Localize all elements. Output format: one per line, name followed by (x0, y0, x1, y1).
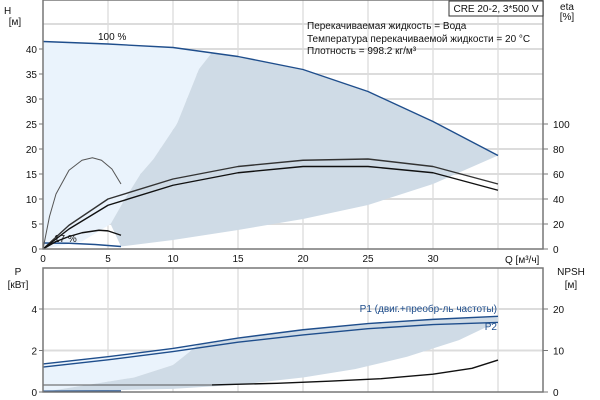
info-density: Плотность = 998.2 кг/м³ (307, 46, 417, 57)
info-temperature: Температура перекачиваемой жидкости = 20… (307, 34, 530, 45)
y2-tick-label: 40 (553, 195, 565, 206)
series-p2 (42, 321, 499, 368)
y2-tick-label: 10 (553, 347, 565, 358)
series-h-100- (42, 40, 499, 157)
series-eta-17-thin- (42, 157, 122, 250)
power-npsh-plot: 0 2 4 0 10 20 (31, 267, 565, 399)
label-100-percent: 100 % (98, 32, 126, 43)
npsh-axis-unit: [м] (565, 280, 578, 291)
p-range-dark (43, 316, 498, 392)
chart-labels: H [м] eta [%] Q [м³/ч] P [кВт] NPSH [м] … (4, 0, 585, 333)
series-eta-17- (42, 229, 122, 250)
y2-tick-label: 20 (553, 305, 565, 316)
npsh-axis-label: NPSH (557, 267, 585, 278)
x-tick-label: 15 (232, 254, 244, 265)
y-tick-label: 0 (31, 245, 37, 256)
series-eta-100-pump- (42, 158, 499, 250)
y2-tick-label: 60 (553, 170, 565, 181)
x-tick-label: 0 (40, 254, 46, 265)
range-light (43, 41, 212, 249)
series-p1- (42, 315, 499, 365)
series-npsh (211, 359, 499, 386)
y-tick-label: 0 (31, 388, 37, 399)
x-tick-label: 30 (427, 254, 439, 265)
series-eta-100-total- (42, 165, 499, 250)
y2-tick-label: 0 (553, 388, 559, 399)
y2-tick-label: 0 (553, 245, 559, 256)
y2-tick-label: 20 (553, 220, 565, 231)
q-axis-label: Q [м³/ч] (505, 255, 540, 266)
p-axis-label: P (15, 267, 22, 278)
p-range-light (43, 344, 199, 392)
plot-frame (42, 267, 544, 393)
x-tick-label: 20 (297, 254, 309, 265)
eta-axis-unit: [%] (560, 12, 575, 23)
y-tick-label: 15 (26, 170, 38, 181)
y2-tick-label: 100 (553, 120, 570, 131)
y-tick-label: 30 (26, 95, 38, 106)
p1-label: P1 (двиг.+преобр-ль частоты) (360, 303, 497, 315)
y-tick-label: 2 (31, 347, 37, 358)
x-tick-label: 5 (105, 254, 111, 265)
label-17-percent: 17 % (54, 234, 77, 245)
p2-label: P2 (485, 322, 498, 333)
info-fluid: Перекачиваемая жидкость = Вода (307, 21, 467, 32)
y-tick-label: 4 (31, 305, 37, 316)
y-tick-label: 20 (26, 145, 38, 156)
x-tick-label: 10 (167, 254, 179, 265)
title-box (448, 0, 544, 17)
h-axis-label: H (4, 6, 11, 17)
y-tick-label: 10 (26, 195, 38, 206)
y-tick-label: 40 (26, 45, 38, 56)
x-tick-label: 25 (362, 254, 374, 265)
range-dark (110, 52, 498, 247)
y-tick-label: 35 (26, 70, 38, 81)
p-axis-unit: [кВт] (8, 280, 29, 291)
head-efficiency-plot: 0 5 10 15 20 25 30 35 40 0 20 40 60 80 100 0 5 10 15 20 25 30 (26, 0, 570, 265)
chart-title: CRE 20-2, 3*500 V (453, 4, 538, 15)
y2-tick-label: 80 (553, 145, 565, 156)
h-axis-unit: [м] (9, 17, 22, 28)
eta-axis-label: eta (560, 2, 574, 13)
series-h-17- (42, 242, 122, 248)
y-tick-label: 5 (31, 220, 37, 231)
y-tick-label: 25 (26, 120, 38, 131)
